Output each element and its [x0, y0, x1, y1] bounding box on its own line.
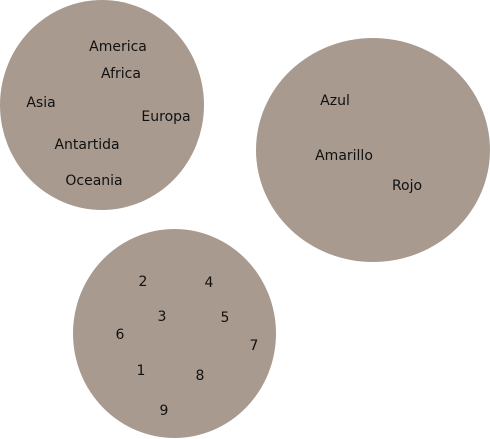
color-amarillo: Amarillo: [315, 148, 373, 164]
number-8: 8: [195, 368, 205, 384]
continent-asia: Asia: [26, 95, 56, 111]
continent-africa: Africa: [101, 66, 141, 82]
continent-europa: Europa: [141, 109, 191, 125]
continent-oceania: Oceania: [65, 173, 123, 189]
color-rojo: Rojo: [391, 178, 423, 194]
number-6: 6: [115, 327, 125, 343]
number-1: 1: [136, 363, 146, 379]
number-2: 2: [138, 274, 148, 290]
continent-america: America: [89, 39, 147, 55]
number-9: 9: [159, 403, 169, 419]
number-7: 7: [249, 338, 259, 354]
continent-antartida: Antartida: [54, 137, 120, 153]
number-5: 5: [220, 310, 230, 326]
numbers-set: [73, 229, 276, 438]
number-4: 4: [204, 275, 214, 291]
colors-set: [256, 38, 490, 262]
color-azul: Azul: [320, 93, 350, 109]
continents-set: [0, 0, 204, 210]
number-3: 3: [157, 309, 167, 325]
